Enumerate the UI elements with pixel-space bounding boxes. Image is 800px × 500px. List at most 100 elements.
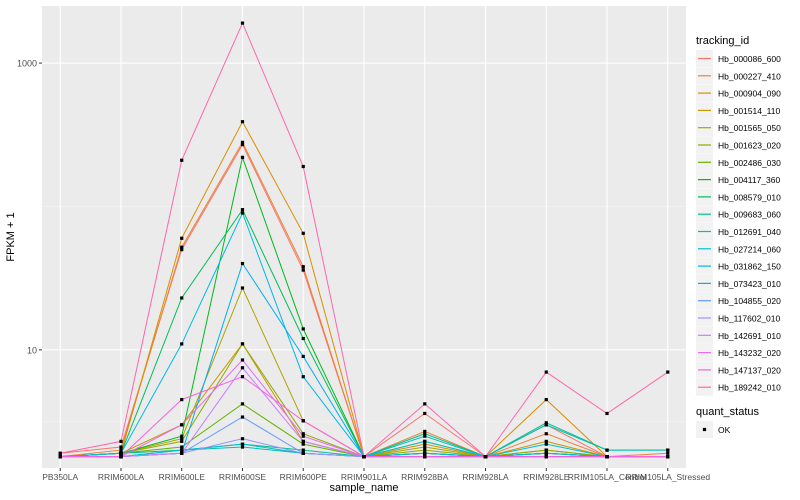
data-point bbox=[240, 211, 245, 215]
data-point bbox=[180, 236, 184, 240]
data-point bbox=[301, 434, 305, 438]
data-point bbox=[423, 429, 427, 433]
legend-label: Hb_004117_360 bbox=[718, 175, 781, 185]
y-axis: 10 1000 bbox=[17, 59, 42, 355]
legend-label: Hb_117602_010 bbox=[718, 314, 781, 324]
data-point bbox=[119, 451, 123, 455]
data-point bbox=[544, 442, 548, 446]
data-point bbox=[666, 455, 670, 459]
data-point bbox=[666, 370, 670, 374]
data-point bbox=[544, 421, 548, 425]
data-point bbox=[58, 455, 62, 459]
data-points bbox=[58, 21, 670, 459]
x-axis-title: sample_name bbox=[329, 482, 398, 494]
legend-label: Hb_104855_020 bbox=[718, 296, 781, 306]
x-axis: PB350LA RRIM600LA RRIM600LE RRIM600SE RRIM60… bbox=[42, 468, 710, 482]
data-point bbox=[240, 375, 245, 379]
x-tick-label: RRIM600PE bbox=[280, 472, 328, 482]
data-point bbox=[301, 451, 305, 455]
legend-label: Hb_073423_010 bbox=[718, 279, 781, 289]
data-point bbox=[240, 415, 245, 419]
data-point bbox=[301, 442, 305, 446]
data-point bbox=[423, 411, 427, 416]
legend-label: Hb_000227_410 bbox=[718, 71, 781, 81]
data-point bbox=[423, 445, 427, 449]
x-tick-label: RRIM600LE bbox=[159, 472, 206, 482]
legend-label: Hb_143232_020 bbox=[718, 348, 781, 358]
data-point bbox=[119, 448, 123, 452]
data-point bbox=[180, 248, 184, 252]
x-tick-label: RRIM901LA bbox=[341, 472, 388, 482]
x-tick-label: RRIM600SE bbox=[219, 472, 267, 482]
data-point bbox=[240, 445, 245, 449]
data-point bbox=[180, 397, 184, 402]
data-point bbox=[301, 432, 305, 436]
data-point bbox=[58, 451, 62, 455]
data-point bbox=[605, 448, 609, 452]
shape-legend-title: quant_status bbox=[696, 406, 759, 418]
data-point bbox=[301, 327, 305, 331]
data-point bbox=[119, 455, 123, 459]
data-point bbox=[180, 448, 184, 452]
data-point bbox=[544, 448, 548, 452]
shape-legend-point bbox=[702, 427, 707, 432]
data-point bbox=[240, 120, 245, 124]
data-point bbox=[240, 402, 245, 406]
data-point bbox=[544, 423, 548, 427]
data-point bbox=[240, 286, 245, 290]
legend-label: Hb_000904_090 bbox=[718, 89, 781, 99]
data-point bbox=[483, 455, 488, 459]
legend-label: Hb_001514_110 bbox=[718, 106, 781, 116]
data-point bbox=[240, 342, 245, 346]
legend-label: Hb_012691_040 bbox=[718, 227, 781, 237]
data-point bbox=[301, 448, 305, 452]
data-point bbox=[119, 439, 123, 443]
data-point bbox=[240, 261, 245, 266]
legend-label: Hb_189242_010 bbox=[718, 383, 781, 393]
data-point bbox=[301, 164, 305, 169]
data-point bbox=[423, 455, 427, 459]
y-tick-label: 1000 bbox=[17, 59, 37, 69]
data-point bbox=[180, 342, 184, 346]
data-point bbox=[180, 423, 184, 427]
data-point bbox=[544, 370, 548, 374]
data-point bbox=[544, 397, 548, 402]
x-tick-label: RRIM105LA_Stressed bbox=[625, 472, 710, 482]
data-point bbox=[301, 419, 305, 423]
legend-label: Hb_008579_010 bbox=[718, 192, 781, 202]
data-point bbox=[605, 455, 609, 459]
legend-label: Hb_001623_020 bbox=[718, 141, 781, 151]
data-point bbox=[301, 268, 305, 272]
data-point bbox=[423, 451, 427, 455]
x-tick-label: RRIM928BA bbox=[401, 472, 449, 482]
data-point bbox=[180, 437, 184, 441]
legend-label: Hb_147137_020 bbox=[718, 365, 781, 375]
data-point bbox=[240, 366, 245, 370]
data-point bbox=[301, 265, 305, 269]
data-point bbox=[544, 455, 548, 459]
data-point bbox=[666, 448, 670, 452]
data-point bbox=[180, 158, 184, 162]
grid-major bbox=[42, 6, 686, 468]
data-point bbox=[423, 434, 427, 438]
data-point bbox=[362, 455, 366, 459]
legend-label: Hb_031862_150 bbox=[718, 262, 781, 272]
data-point bbox=[180, 245, 184, 249]
data-point bbox=[423, 442, 427, 446]
data-point bbox=[240, 143, 245, 147]
data-point bbox=[180, 296, 184, 300]
data-point bbox=[240, 155, 245, 159]
data-point bbox=[301, 336, 305, 341]
data-point bbox=[301, 375, 305, 379]
y-axis-title: FPKM + 1 bbox=[5, 212, 17, 261]
data-point bbox=[423, 402, 427, 406]
x-tick-label: PB350LA bbox=[42, 472, 78, 482]
legend-label: Hb_002486_030 bbox=[718, 158, 781, 168]
data-point bbox=[180, 451, 184, 455]
x-tick-label: RRIM928LA bbox=[462, 472, 509, 482]
legend: tracking_id Hb_000086_600 Hb_000227_410 Hb… bbox=[696, 35, 781, 438]
data-point bbox=[301, 439, 305, 443]
legend-title: tracking_id bbox=[696, 35, 749, 47]
data-point bbox=[180, 439, 184, 443]
